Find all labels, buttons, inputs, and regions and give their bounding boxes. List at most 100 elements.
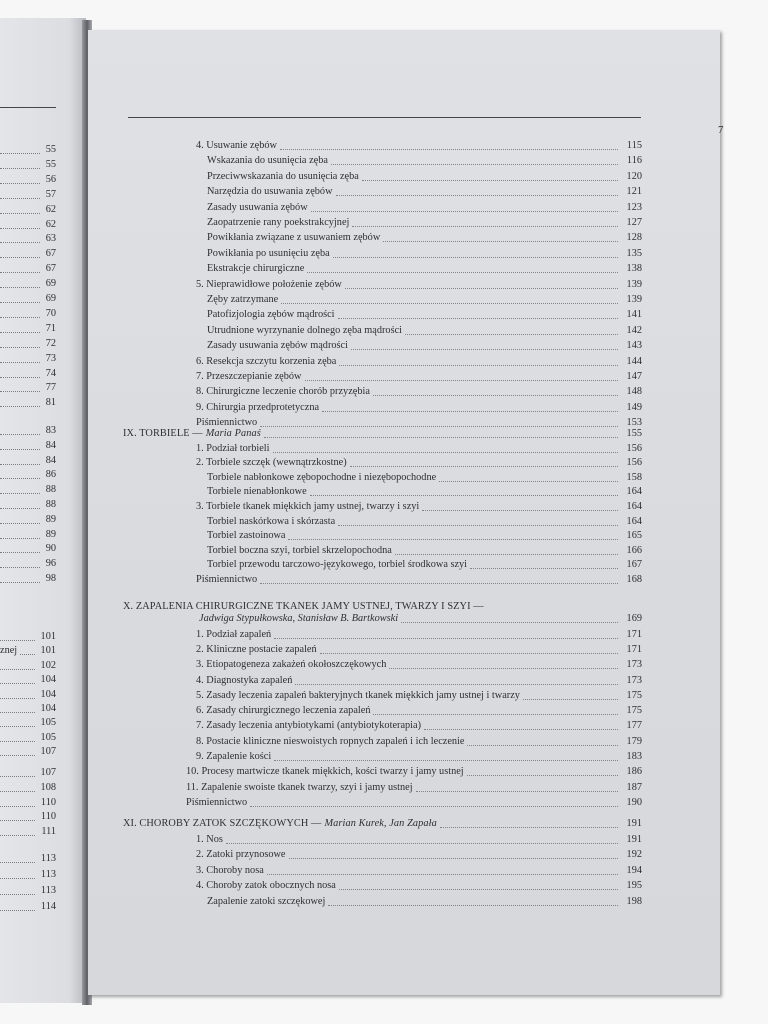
entry-page: 77 <box>45 382 56 394</box>
entry-page: 57 <box>45 188 56 200</box>
dot-leader <box>0 508 40 509</box>
left-toc-entry: 71 <box>0 323 56 335</box>
entry-title: 3. Choroby nosa <box>196 864 264 876</box>
dot-leader <box>373 714 618 716</box>
left-page: 55 55 56 57 62 62 63 67 67 69 69 70 71 72 73 74 77 81 83 84… <box>0 18 86 1003</box>
entry-page: 139 <box>626 294 642 305</box>
entry-title: Powikłania związane z usuwaniem zębów <box>207 232 381 244</box>
toc-entry: 2. Kliniczne postacie zapaleń 171 <box>196 644 642 656</box>
entry-page: 110 <box>40 811 56 823</box>
toc-entry: 4. Choroby zatok obocznych nosa 195 <box>196 880 642 892</box>
entry-title: 8. Postacie kliniczne nieswoistych ropny… <box>196 735 465 747</box>
dot-leader <box>349 466 618 468</box>
entry-page: 186 <box>626 766 642 778</box>
dot-leader <box>0 493 40 495</box>
dot-leader <box>0 910 35 911</box>
entry-title: 7. Przeszczepianie zębów <box>196 371 302 382</box>
entry-page: 147 <box>626 371 642 382</box>
left-toc-entry: 70 <box>0 308 56 320</box>
dot-leader <box>0 668 35 670</box>
entry-page: 128 <box>626 232 642 244</box>
entry-title: Torbiel przewodu tarczowo-językowego, to… <box>207 559 468 571</box>
entry-title: X. ZAPALENIA CHIRURGICZNE TKANEK JAMY US… <box>123 601 484 612</box>
left-toc-entry: 62 <box>0 219 56 231</box>
left-toc-entry: 107 <box>0 767 56 779</box>
left-toc-entry: 73 <box>0 353 56 365</box>
dot-leader <box>0 697 35 699</box>
left-toc-entry: 104 <box>0 674 56 686</box>
toc-chapter-entry: IX. TORBIELE — Maria Panaś 155 <box>123 428 642 440</box>
entry-title: 5. Zasady leczenia zapaleń bakteryjnych … <box>196 689 520 701</box>
left-toc-entry: znej 101 <box>0 645 56 657</box>
toc-entry: Utrudnione wyrzynanie dolnego zęba mądro… <box>207 325 642 337</box>
toc-entry: 10. Procesy martwicze tkanek miękkich, k… <box>186 766 642 778</box>
dot-leader <box>0 227 40 229</box>
entry-page: 155 <box>626 428 642 439</box>
entry-page: 175 <box>626 705 642 717</box>
dot-leader <box>0 820 35 822</box>
entry-page: 110 <box>40 796 56 808</box>
entry-page: 138 <box>626 263 642 275</box>
header-rule <box>128 117 641 118</box>
entry-page: 179 <box>626 735 642 747</box>
left-toc-entry: 84 <box>0 440 56 452</box>
entry-page: 67 <box>45 263 56 275</box>
entry-page: 86 <box>45 469 56 481</box>
toc-entry: 7. Przeszczepianie zębów 147 <box>196 371 642 383</box>
entry-title: Torbiele nienabłonkowe <box>207 486 307 498</box>
entry-title: 8. Chirurgiczne leczenie chorób przyzębi… <box>196 386 370 398</box>
dot-leader <box>0 582 40 583</box>
toc-entry: Torbiele nienabłonkowe 164 <box>207 486 642 498</box>
entry-title: 3. Torbiele tkanek miękkich jamy ustnej,… <box>196 501 420 512</box>
dot-leader <box>0 537 40 539</box>
dot-leader <box>424 729 618 731</box>
left-toc-entry: 104 <box>0 689 56 701</box>
entry-page: 164 <box>626 501 642 512</box>
entry-page: 104 <box>40 703 56 714</box>
dot-leader <box>260 426 618 428</box>
left-toc-entry: 108 <box>0 782 56 794</box>
left-toc-entry: 105 <box>0 717 56 729</box>
entry-page: 149 <box>626 401 642 413</box>
entry-page: 153 <box>626 417 642 429</box>
toc-entry: Powikłania po usunięciu zęba 135 <box>207 248 642 260</box>
entry-page: 88 <box>45 484 56 496</box>
entry-page: 113 <box>40 869 56 880</box>
entry-page: 105 <box>40 731 56 743</box>
left-toc-entry: 77 <box>0 382 56 394</box>
left-toc-entry: 62 <box>0 204 56 216</box>
dot-leader <box>309 495 618 497</box>
entry-page: 55 <box>45 158 56 170</box>
entry-title: 5. Nieprawidłowe położenie zębów <box>196 278 342 290</box>
entry-page: 101 <box>40 631 56 642</box>
dot-leader <box>439 480 618 482</box>
dot-leader <box>0 878 35 879</box>
left-toc-entry: 88 <box>0 499 56 511</box>
dot-leader <box>0 167 40 169</box>
entry-page: 120 <box>626 170 642 182</box>
dot-leader <box>307 272 618 274</box>
entry-title: Zaopatrzenie rany poekstrakcyjnej <box>207 217 350 228</box>
entry-page: 62 <box>45 203 56 215</box>
entry-title: Zasady usuwania zębów mądrości <box>207 340 348 352</box>
entry-title: Piśmiennictwo <box>196 417 258 429</box>
entry-page: 194 <box>626 864 642 876</box>
dot-leader <box>0 302 40 303</box>
left-toc-entry: 96 <box>0 558 56 570</box>
toc-entry: 2. Torbiele szczęk (wewnątrzkostne) 156 <box>196 457 642 469</box>
dot-leader <box>295 683 618 685</box>
toc-entry: 2. Zatoki przynosowe 192 <box>196 849 642 861</box>
entry-page: 101 <box>40 645 56 657</box>
right-page: 7 4. Usuwanie zębów 115 Wskazania do usuni… <box>88 30 724 995</box>
entry-page: 191 <box>626 818 642 829</box>
toc-entry: Torbiele nabłonkowe zębopochodne i niezę… <box>207 472 642 484</box>
dot-leader <box>467 744 618 746</box>
entry-page: 113 <box>40 853 56 864</box>
entry-page: 81 <box>45 397 56 409</box>
dot-leader <box>322 410 618 412</box>
toc-entry: Patofizjologia zębów mądrości 141 <box>207 309 642 321</box>
toc-entry: 4. Usuwanie zębów 115 <box>196 140 642 152</box>
dot-leader <box>0 257 40 259</box>
toc-entry: Zasady usuwania zębów 123 <box>207 202 642 214</box>
dot-leader <box>0 197 40 199</box>
